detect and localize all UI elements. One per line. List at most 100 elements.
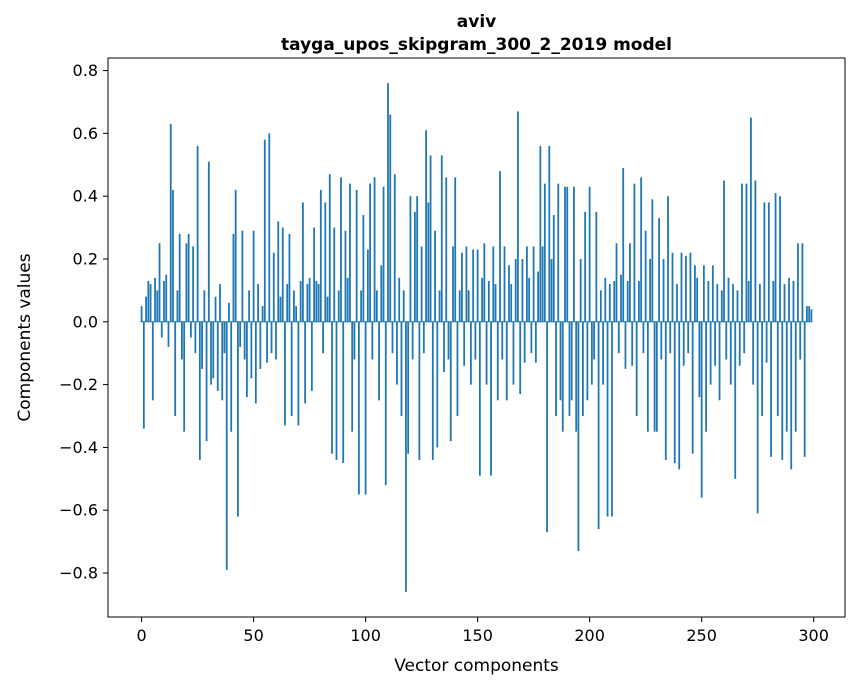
- bar: [519, 321, 522, 395]
- bar: [158, 243, 161, 322]
- bar: [371, 321, 374, 360]
- bar: [508, 265, 510, 322]
- bar: [588, 186, 591, 322]
- bar: [808, 306, 811, 322]
- bar: [532, 246, 535, 322]
- bar: [349, 183, 351, 322]
- bar: [561, 321, 564, 432]
- bar: [210, 321, 212, 385]
- bar: [528, 277, 531, 322]
- bar: [250, 321, 253, 379]
- bar: [685, 255, 687, 322]
- bar: [664, 321, 667, 460]
- bar: [671, 252, 674, 322]
- bar: [682, 321, 685, 366]
- bar: [575, 321, 578, 432]
- bar: [241, 230, 244, 322]
- bar: [711, 265, 714, 322]
- bar: [194, 321, 197, 354]
- bar: [440, 155, 443, 322]
- bar: [624, 321, 627, 369]
- bar: [384, 321, 387, 486]
- bar: [411, 321, 414, 360]
- bar: [499, 171, 501, 322]
- bar: [245, 321, 248, 398]
- bar: [546, 321, 548, 533]
- bar: [452, 246, 454, 322]
- bar: [172, 189, 174, 322]
- bar: [797, 243, 799, 322]
- bar: [259, 321, 262, 369]
- bar: [680, 252, 683, 322]
- bar: [590, 321, 593, 385]
- bar: [355, 189, 358, 322]
- bar: [337, 290, 340, 322]
- bar: [266, 321, 268, 363]
- bar: [396, 321, 398, 385]
- bar: [530, 321, 533, 354]
- bar: [232, 233, 235, 322]
- bar: [416, 196, 419, 322]
- bar: [613, 280, 616, 322]
- bar: [700, 321, 703, 498]
- bar: [633, 183, 636, 322]
- bar: [781, 321, 784, 460]
- bar: [443, 321, 445, 373]
- bar: [626, 280, 629, 322]
- bar: [393, 174, 396, 322]
- bar: [573, 186, 575, 322]
- bar: [481, 277, 483, 322]
- bar: [716, 284, 719, 322]
- bar: [678, 321, 681, 470]
- bar: [185, 243, 188, 322]
- bar: [783, 284, 786, 322]
- x-tick-label: 250: [686, 626, 717, 645]
- bar: [620, 274, 622, 322]
- bar: [646, 321, 649, 432]
- bar: [736, 290, 739, 322]
- bar: [725, 321, 728, 360]
- bar: [555, 321, 557, 417]
- bar: [391, 321, 394, 354]
- bar: [414, 211, 416, 322]
- bar: [517, 111, 519, 322]
- bar: [261, 306, 264, 322]
- bar: [770, 321, 772, 457]
- bar: [461, 252, 463, 322]
- bar: [593, 321, 595, 360]
- bar: [767, 202, 770, 322]
- bar: [375, 290, 378, 322]
- y-tick-label: 0.0: [73, 312, 98, 331]
- bar: [447, 321, 450, 360]
- bar: [774, 193, 777, 322]
- bar: [490, 321, 492, 476]
- bar: [523, 321, 526, 363]
- bar: [335, 321, 338, 460]
- bar: [543, 183, 546, 322]
- bar: [622, 167, 625, 322]
- bar: [741, 183, 743, 322]
- bar: [387, 83, 389, 322]
- bar: [465, 246, 468, 322]
- bar: [230, 321, 233, 432]
- bar: [310, 321, 313, 391]
- bar: [718, 321, 721, 401]
- bar: [436, 321, 439, 448]
- bar: [425, 130, 427, 322]
- bar: [203, 290, 206, 322]
- bar: [389, 114, 392, 322]
- bar: [301, 202, 304, 322]
- bar: [304, 321, 307, 404]
- bar: [548, 145, 551, 322]
- bar: [658, 218, 660, 322]
- bar: [358, 321, 360, 495]
- bar: [738, 321, 741, 366]
- bar: [487, 280, 490, 322]
- bar: [485, 321, 488, 385]
- bar: [512, 321, 515, 385]
- bar: [454, 177, 457, 322]
- bar: [689, 252, 692, 322]
- bar: [160, 321, 163, 338]
- bar: [407, 321, 410, 454]
